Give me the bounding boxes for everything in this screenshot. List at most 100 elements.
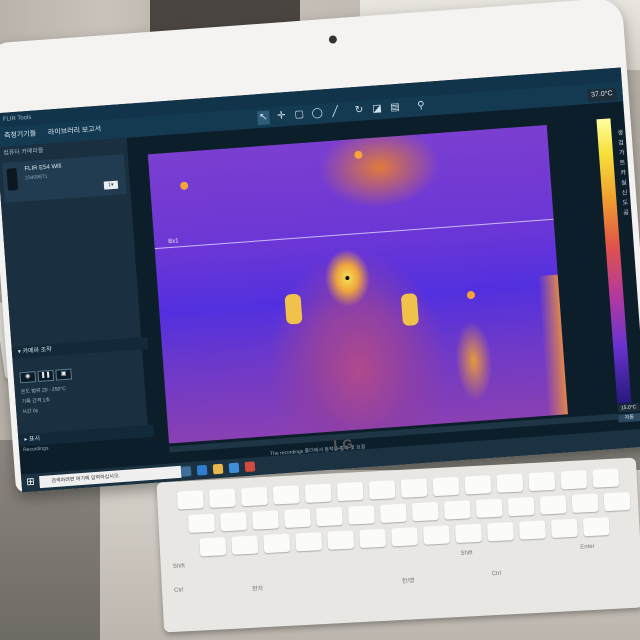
keyboard-key bbox=[582, 517, 610, 537]
edge-icon[interactable] bbox=[196, 464, 208, 476]
measurement-line[interactable] bbox=[154, 218, 554, 250]
window-title: FLIR Tools bbox=[2, 114, 32, 123]
palette-icon[interactable]: ◪ bbox=[371, 103, 383, 115]
min-temp-readout: 15.0°C bbox=[617, 402, 640, 413]
scale-label: 공 bbox=[623, 210, 630, 217]
keyboard-key bbox=[539, 495, 567, 515]
scale-label: 신 bbox=[621, 190, 628, 197]
monitor: FLIR Tools 측정기기들 라이브러리 보고서 ↖ ✛ ▢ ◯ ╱ ↻ ◪… bbox=[0, 0, 640, 493]
auto-range-button[interactable]: 자동 bbox=[618, 412, 640, 423]
camera-icon[interactable]: ◉ bbox=[19, 371, 37, 384]
device-card[interactable]: FLIR E54 Wifi 23409871 1▾ bbox=[2, 154, 127, 203]
spot-icon[interactable]: ✛ bbox=[276, 110, 286, 122]
pause-icon[interactable]: ❚❚ bbox=[37, 369, 55, 382]
webcam bbox=[328, 35, 338, 44]
box-icon[interactable]: ▢ bbox=[294, 108, 305, 121]
keyboard-key bbox=[220, 512, 248, 532]
taskview-icon[interactable] bbox=[180, 466, 192, 477]
cursor-icon[interactable]: ↖ bbox=[256, 110, 270, 126]
keyboard-key bbox=[423, 525, 450, 545]
device-serial: 23409871 bbox=[25, 173, 48, 182]
keyboard-key bbox=[550, 518, 578, 539]
keyboard-key bbox=[507, 496, 535, 517]
temp-range-row[interactable]: 온도 범위 20 - 250°C bbox=[20, 385, 67, 396]
left-panel: 컴퓨터 카메라들 FLIR E54 Wifi 23409871 1▾ ▾ 카메라… bbox=[0, 137, 155, 447]
recording-section-header[interactable]: ▾ 카메라 조작 bbox=[11, 336, 149, 359]
keyboard-key bbox=[359, 528, 387, 549]
warm-wall-region bbox=[537, 274, 568, 416]
keyboard-key bbox=[518, 520, 546, 540]
menu-item-devices[interactable]: 측정기기들 bbox=[3, 130, 37, 140]
screen: FLIR Tools 측정기기들 라이브러리 보고서 ↖ ✛ ▢ ◯ ╱ ↻ ◪… bbox=[0, 67, 640, 493]
interval-row[interactable]: 기록 간격 1초 bbox=[21, 397, 51, 406]
circle-icon[interactable]: ◯ bbox=[311, 107, 324, 120]
keyboard-key bbox=[295, 532, 323, 552]
keyboard-key bbox=[284, 508, 311, 528]
max-temp-readout: 37.0°C bbox=[586, 87, 618, 102]
device-name: FLIR E54 Wifi bbox=[24, 163, 62, 173]
ctrl-key-label: Ctrl bbox=[491, 570, 502, 578]
keyboard-key bbox=[391, 527, 419, 547]
hangul-key-label: 한/영 bbox=[401, 578, 415, 585]
shift-key-label: Shift bbox=[460, 550, 473, 557]
hot-spot bbox=[466, 290, 476, 300]
scale-label: 도 bbox=[622, 200, 629, 207]
scale-label: 카 bbox=[620, 170, 627, 177]
keyboard-key bbox=[496, 473, 524, 493]
time-row: 시간 0s bbox=[22, 408, 39, 416]
camera-device-icon bbox=[6, 167, 19, 191]
hot-spot bbox=[354, 150, 363, 160]
spot-meter-marker[interactable] bbox=[345, 275, 350, 281]
menu-item-reports[interactable]: 보고서 bbox=[81, 125, 102, 135]
keyboard: Shift Ctrl Enter Shift Ctrl 한/영 한자 bbox=[156, 457, 640, 633]
thermal-image[interactable]: Bx1 bbox=[147, 125, 568, 444]
keyboard-key bbox=[571, 493, 599, 513]
keyboard-key bbox=[455, 523, 482, 544]
keyboard-key bbox=[272, 485, 300, 505]
right-hand-peace-sign bbox=[400, 293, 420, 327]
report-icon[interactable]: ▤ bbox=[389, 101, 401, 114]
windows-start-icon[interactable]: ⊞ bbox=[25, 476, 36, 489]
temperature-scale-bar[interactable] bbox=[596, 118, 632, 404]
keyboard-key bbox=[603, 491, 631, 512]
keyboard-key bbox=[368, 480, 396, 500]
flir-app-icon[interactable] bbox=[244, 461, 256, 473]
keyboard-key bbox=[486, 522, 514, 542]
scale-label: 트 bbox=[619, 160, 626, 167]
zoom-icon[interactable]: ⚲ bbox=[416, 99, 426, 112]
keyboard-key bbox=[443, 500, 471, 520]
keyboard-key bbox=[411, 501, 439, 522]
measurement-line-label: Bx1 bbox=[168, 238, 179, 246]
device-dropdown[interactable]: 1▾ bbox=[103, 180, 119, 190]
ctrl-key-label: Ctrl bbox=[173, 587, 184, 594]
line-icon[interactable]: ╱ bbox=[331, 106, 339, 118]
left-hand-peace-sign bbox=[284, 293, 303, 325]
keyboard-key bbox=[304, 483, 332, 503]
recordings-label: Recordings bbox=[22, 445, 49, 454]
keyboard-key bbox=[315, 506, 343, 527]
folder-icon[interactable] bbox=[212, 463, 224, 475]
keyboard-key bbox=[347, 505, 375, 525]
shift-key-label: Shift bbox=[172, 563, 185, 570]
scale-label: 실 bbox=[621, 180, 627, 187]
menu-item-library[interactable]: 라이브러리 bbox=[47, 127, 81, 137]
hot-spot bbox=[179, 181, 189, 191]
display-section-header[interactable]: ▸ 표시 bbox=[17, 424, 155, 447]
scale-label: 생 bbox=[617, 130, 624, 137]
keyboard-key bbox=[231, 535, 259, 555]
keyboard-key bbox=[464, 475, 492, 495]
keyboard-key bbox=[560, 470, 588, 490]
hanja-key-label: 한자 bbox=[251, 586, 264, 593]
keyboard-key bbox=[475, 498, 503, 518]
keyboard-key bbox=[432, 476, 460, 497]
enter-key-label: Enter bbox=[580, 543, 595, 551]
keyboard-key bbox=[400, 478, 428, 498]
snapshot-icon[interactable]: ▣ bbox=[55, 368, 73, 381]
keyboard-key bbox=[252, 510, 279, 530]
keyboard-key bbox=[592, 468, 620, 488]
keyboard-key bbox=[263, 533, 291, 554]
rotate-icon[interactable]: ↻ bbox=[354, 104, 364, 117]
store-icon[interactable] bbox=[228, 462, 240, 474]
keyboard-key bbox=[327, 530, 355, 550]
keyboard-key bbox=[240, 486, 268, 507]
